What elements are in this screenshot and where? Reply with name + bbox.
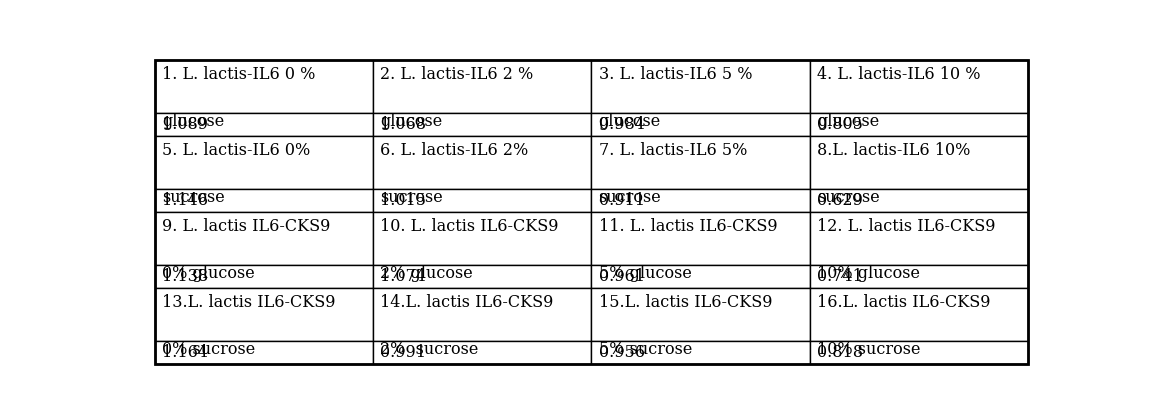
Bar [155,189,373,212]
Bar [810,288,1028,341]
Text: 1.164: 1.164 [162,344,208,361]
Text: 15.L. lactis IL6-CKS9

5% sucrose: 15.L. lactis IL6-CKS9 5% sucrose [599,294,772,358]
Bar [810,136,1028,189]
Bar [373,60,592,113]
Bar [592,341,810,364]
Text: 1.074: 1.074 [381,268,426,285]
Text: 0.805: 0.805 [817,116,863,133]
Bar [592,113,810,136]
Bar [373,265,592,288]
Bar [810,212,1028,265]
Bar [373,212,592,265]
Bar [810,189,1028,212]
Text: 0.991: 0.991 [381,344,426,361]
Bar [592,288,810,341]
Text: 1.138: 1.138 [162,268,208,285]
Bar [592,60,810,113]
Text: 0.741: 0.741 [817,268,863,285]
Bar [373,288,592,341]
Text: 1. L. lactis-IL6 0 %

glucose: 1. L. lactis-IL6 0 % glucose [162,66,315,130]
Bar [373,113,592,136]
Bar [155,341,373,364]
Text: 9. L. lactis IL6-CKS9

0% glucose: 9. L. lactis IL6-CKS9 0% glucose [162,218,330,282]
Text: 10. L. lactis IL6-CKS9

2% glucose: 10. L. lactis IL6-CKS9 2% glucose [381,218,559,282]
Text: 1.146: 1.146 [162,192,208,209]
Text: 1.068: 1.068 [381,116,426,133]
Bar [810,265,1028,288]
Text: 0.961: 0.961 [599,268,645,285]
Bar [592,265,810,288]
Text: 3. L. lactis-IL6 5 %

glucose: 3. L. lactis-IL6 5 % glucose [599,66,752,130]
Text: 12. L. lactis IL6-CKS9

10% glucose: 12. L. lactis IL6-CKS9 10% glucose [817,218,995,282]
Text: 7. L. lactis-IL6 5%

sucrose: 7. L. lactis-IL6 5% sucrose [599,142,747,206]
Text: 0.956: 0.956 [599,344,645,361]
Text: 1.089: 1.089 [162,116,208,133]
Bar [810,341,1028,364]
Text: 5. L. lactis-IL6 0%

sucrose: 5. L. lactis-IL6 0% sucrose [162,142,310,206]
Text: 6. L. lactis-IL6 2%

sucrose: 6. L. lactis-IL6 2% sucrose [381,142,529,206]
Text: 8.L. lactis-IL6 10%

sucrose: 8.L. lactis-IL6 10% sucrose [817,142,971,206]
Bar [592,212,810,265]
Bar [592,189,810,212]
Bar [373,341,592,364]
Text: 4. L. lactis-IL6 10 %

glucose: 4. L. lactis-IL6 10 % glucose [817,66,980,130]
Bar [373,136,592,189]
Text: 13.L. lactis IL6-CKS9

0% sucrose: 13.L. lactis IL6-CKS9 0% sucrose [162,294,336,358]
Bar [155,212,373,265]
Text: 1.015: 1.015 [381,192,426,209]
Bar [810,60,1028,113]
Text: 0.984: 0.984 [599,116,644,133]
Bar [810,113,1028,136]
Text: 2. L. lactis-IL6 2 %

glucose: 2. L. lactis-IL6 2 % glucose [381,66,533,130]
Text: 16.L. lactis IL6-CKS9

10% sucrose: 16.L. lactis IL6-CKS9 10% sucrose [817,294,990,358]
Bar [373,189,592,212]
Text: 0.818: 0.818 [817,344,863,361]
Bar [155,60,373,113]
Text: 14.L. lactis IL6-CKS9

2%  sucrose: 14.L. lactis IL6-CKS9 2% sucrose [381,294,554,358]
Bar [155,265,373,288]
Text: 0.629: 0.629 [817,192,863,209]
Bar [155,136,373,189]
Text: 11. L. lactis IL6-CKS9

5% glucose: 11. L. lactis IL6-CKS9 5% glucose [599,218,777,282]
Bar [592,136,810,189]
Text: 0.911: 0.911 [599,192,645,209]
Bar [155,113,373,136]
Bar [155,288,373,341]
